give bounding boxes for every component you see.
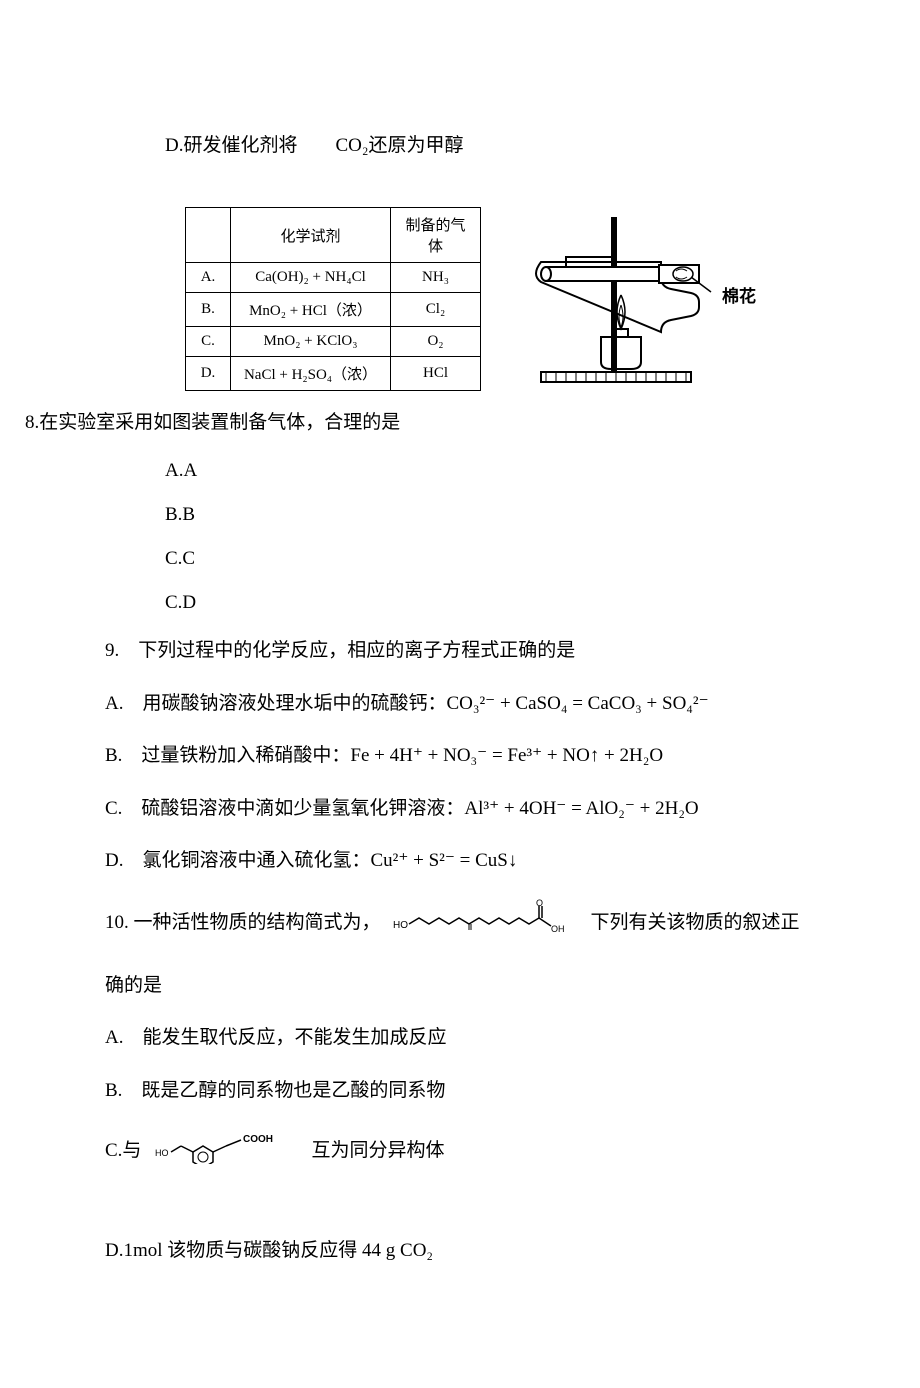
row-c-reagent: MnO₂ + KClO₃ <box>231 327 391 357</box>
row-c-label: C. <box>186 327 231 357</box>
q8-opt-c: C.C <box>165 548 815 570</box>
apparatus-diagram: 棉花 <box>511 207 751 393</box>
q10-opt-d: D.1mol 该物质与碳酸钠反应得 44 g CO₂ <box>105 1236 815 1266</box>
th-blank <box>186 208 231 263</box>
svg-text:O: O <box>536 898 543 908</box>
q8-options: A.A B.B C.C C.D <box>105 460 815 614</box>
table-row: D. NaCl + H₂SO₄（浓） HCl <box>186 357 481 391</box>
th-reagent: 化学试剂 <box>231 208 391 263</box>
row-a-gas: NH₃ <box>391 263 481 293</box>
row-b-reagent: MnO₂ + HCl（浓） <box>231 293 391 327</box>
structure-formula-icon: HO O OH <box>391 898 581 948</box>
row-a-label: A. <box>186 263 231 293</box>
row-d-reagent: NaCl + H₂SO₄（浓） <box>231 357 391 391</box>
q10-stem-row: 10. 一种活性物质的结构简式为， HO O OH 下列有关该物质的叙述正 <box>105 898 815 948</box>
reagent-table: 化学试剂 制备的气体 A. Ca(OH)₂ + NH₄Cl NH₃ B. MnO… <box>185 207 481 391</box>
q10-opt-b: B. 既是乙醇的同系物也是乙酸的同系物 <box>105 1076 815 1106</box>
row-a-reagent: Ca(OH)₂ + NH₄Cl <box>231 263 391 293</box>
row-d-label: D. <box>186 357 231 391</box>
q10-stem-part3: 确的是 <box>105 971 815 1001</box>
table-row: C. MnO₂ + KClO₃ O₂ <box>186 327 481 357</box>
q8-opt-a: A.A <box>165 460 815 482</box>
q9-opt-d: D. 氯化铜溶液中通入硫化氢：Cu²⁺ + S²⁻ = CuS↓ <box>105 846 815 876</box>
apparatus-icon <box>511 207 751 387</box>
q10-c-post: 互为同分异构体 <box>311 1136 444 1166</box>
q9-opt-c: C. 硫酸铝溶液中滴如少量氢氧化钾溶液：Al³⁺ + 4OH⁻ = AlO₂⁻ … <box>105 794 815 824</box>
q10-c-pre: C.与 <box>105 1136 141 1166</box>
q9-stem: 9. 下列过程中的化学反应，相应的离子方程式正确的是 <box>105 636 815 666</box>
svg-text:HO: HO <box>393 920 408 931</box>
q9-opt-a: A. 用碳酸钠溶液处理水垢中的硫酸钙：CO₃²⁻ + CaSO₄ = CaCO₃… <box>105 689 815 719</box>
q10-stem-part1: 10. 一种活性物质的结构简式为， <box>105 908 381 938</box>
q10-opt-a: A. 能发生取代反应，不能发生加成反应 <box>105 1023 815 1053</box>
cotton-label: 棉花 <box>722 282 756 307</box>
row-b-gas: Cl₂ <box>391 293 481 327</box>
table-row: A. Ca(OH)₂ + NH₄Cl NH₃ <box>186 263 481 293</box>
table-apparatus-container: 化学试剂 制备的气体 A. Ca(OH)₂ + NH₄Cl NH₃ B. MnO… <box>185 207 815 393</box>
q9-opt-b: B. 过量铁粉加入稀硝酸中：Fe + 4H⁺ + NO₃⁻ = Fe³⁺ + N… <box>105 741 815 771</box>
option-d-top: D.研发催化剂将 CO₂还原为甲醇 <box>105 130 815 157</box>
svg-text:COOH: COOH <box>243 1134 273 1145</box>
table-row: B. MnO₂ + HCl（浓） Cl₂ <box>186 293 481 327</box>
q10-stem-part2: 下列有关该物质的叙述正 <box>591 908 800 938</box>
q8-opt-d: C.D <box>165 592 815 614</box>
row-b-label: B. <box>186 293 231 327</box>
q8-stem: 8.在实验室采用如图装置制备气体，合理的是 <box>25 408 815 438</box>
th-gas: 制备的气体 <box>391 208 481 263</box>
table-header-row: 化学试剂 制备的气体 <box>186 208 481 263</box>
structure-c-icon: HO COOH <box>151 1128 301 1174</box>
row-d-gas: HCl <box>391 357 481 391</box>
q10-opt-c: C.与 HO COOH 互为同分异构体 <box>105 1128 815 1174</box>
svg-text:HO: HO <box>155 1148 169 1158</box>
row-c-gas: O₂ <box>391 327 481 357</box>
q8-opt-b: B.B <box>165 504 815 526</box>
svg-text:OH: OH <box>551 924 565 934</box>
